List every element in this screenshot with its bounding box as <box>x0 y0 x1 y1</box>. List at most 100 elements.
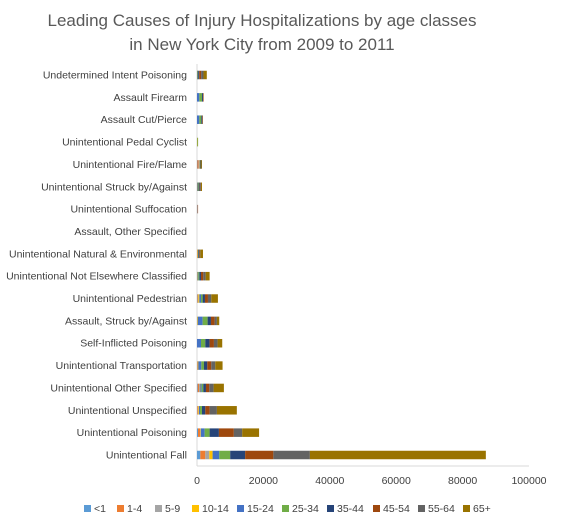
category-labels: Undetermined Intent Poisoning Assault Fir… <box>6 70 187 462</box>
bar-self-inflicted-poisoning-65plus <box>217 338 223 348</box>
bar-unintentional-poisoning-25-34 <box>204 428 210 437</box>
bar-unintentional-other-specified-15-24 <box>200 383 202 393</box>
bar-assault-cut-pierce-25-34 <box>199 115 202 124</box>
bar-unintentional-other-specified-lt1 <box>197 383 198 393</box>
bar-self-inflicted-poisoning-45-54 <box>209 338 214 348</box>
bar-unintentional-poisoning-1-4 <box>197 428 200 437</box>
bar-unintentional-suffocation-lt1 <box>197 204 198 214</box>
bar-unintentional-pedestrian-55-64 <box>207 294 212 303</box>
legend-label-5-9: 5-9 <box>165 503 180 515</box>
bar-assault-struck-by-against-65plus <box>216 316 220 326</box>
bar-undetermined-intent-poisoning-35-44 <box>198 70 200 80</box>
bar-assault-struck-by-against-15-24 <box>197 316 203 326</box>
x-tick-label-20000: 20000 <box>249 475 278 487</box>
bar-unintentional-transportation-45-54 <box>207 361 212 370</box>
category-label-unintentional-unspecified: Unintentional Unspecified <box>68 405 187 417</box>
bar-self-inflicted-poisoning-55-64 <box>213 338 218 348</box>
bar-unintentional-fire-flame-10-14 <box>199 160 200 169</box>
bar-unintentional-fire-flame-65plus <box>201 160 202 169</box>
legend-label-45-54: 45-54 <box>383 503 410 515</box>
legend-swatch-35-44 <box>327 505 334 512</box>
bar-unintentional-unspecified-5-9 <box>197 406 199 415</box>
bar-unintentional-struck-by-against-55-64 <box>200 182 201 192</box>
x-tick-label-100000: 100000 <box>511 475 546 487</box>
bar-unintentional-fall-65plus <box>309 450 486 460</box>
bar-unintentional-fire-flame-25-34 <box>199 160 201 169</box>
bar-assault-struck-by-against-10-14 <box>197 316 198 326</box>
bar-unintentional-fall-25-34 <box>219 450 231 460</box>
bar-unintentional-poisoning-55-64 <box>233 428 243 437</box>
bar-unintentional-fall-1-4 <box>200 450 206 460</box>
bar-unintentional-pedestrian-1-4 <box>197 294 198 303</box>
legend-swatch-1-4 <box>117 505 124 512</box>
bar-unintentional-poisoning-35-44 <box>209 428 219 437</box>
bar-unintentional-struck-by-against-65plus <box>200 182 202 192</box>
bar-unintentional-natural-environmental-55-64 <box>199 249 201 259</box>
bar-assault-struck-by-against-45-54 <box>210 316 215 326</box>
bar-unintentional-pedestrian-25-34 <box>200 294 203 303</box>
category-label-unintentional-natural-environmental: Unintentional Natural & Environmental <box>9 248 187 260</box>
bar-unintentional-not-elsewhere-classified-35-44 <box>199 271 201 281</box>
bar-unintentional-fire-flame-1-4 <box>197 160 199 169</box>
category-label-unintentional-transportation: Unintentional Transportation <box>56 360 187 372</box>
bar-unintentional-poisoning-65plus <box>242 428 260 437</box>
bar-unintentional-pedestrian-35-44 <box>202 294 205 303</box>
bar-unintentional-fall-lt1 <box>197 450 201 460</box>
bars-layer <box>197 70 486 460</box>
bar-unintentional-other-specified-10-14 <box>199 383 201 393</box>
category-label-unintentional-fire-flame: Unintentional Fire/Flame <box>73 159 188 171</box>
bar-unintentional-fall-10-14 <box>209 450 213 460</box>
bar-unintentional-pedal-cyclist-25-34 <box>197 137 199 147</box>
bar-unintentional-poisoning-10-14 <box>200 428 202 437</box>
category-label-assault-struck-by-against: Assault, Struck by/Against <box>65 315 187 327</box>
bar-unintentional-fire-flame-15-24 <box>199 160 201 169</box>
bar-assault-struck-by-against-25-34 <box>202 316 208 326</box>
legend-label-65plus: 65+ <box>473 503 491 515</box>
bar-unintentional-fire-flame-5-9 <box>198 160 200 169</box>
x-tick-label-60000: 60000 <box>382 475 411 487</box>
bar-unintentional-unspecified-10-14 <box>198 406 199 415</box>
bar-unintentional-natural-environmental-10-14 <box>197 249 199 259</box>
bar-unintentional-other-specified-65plus <box>213 383 224 393</box>
x-tick-label-0: 0 <box>194 475 200 487</box>
bar-assault-struck-by-against-55-64 <box>214 316 217 326</box>
bar-unintentional-natural-environmental-65plus <box>200 249 203 259</box>
chart-title-line-2: in New York City from 2009 to 2011 <box>129 35 394 54</box>
bar-undetermined-intent-poisoning-65plus <box>203 70 207 80</box>
bar-self-inflicted-poisoning-35-44 <box>205 338 210 348</box>
bar-unintentional-natural-environmental-25-34 <box>198 249 199 259</box>
bar-unintentional-other-specified-55-64 <box>209 383 214 393</box>
bar-self-inflicted-poisoning-15-24 <box>197 338 201 348</box>
bar-unintentional-struck-by-against-45-54 <box>199 182 201 192</box>
bar-unintentional-unspecified-1-4 <box>197 406 198 415</box>
bar-unintentional-fall-5-9 <box>205 450 210 460</box>
bar-unintentional-unspecified-55-64 <box>209 406 217 415</box>
bar-unintentional-struck-by-against-10-14 <box>197 182 198 192</box>
bar-unintentional-other-specified-25-34 <box>201 383 204 393</box>
bar-unintentional-struck-by-against-15-24 <box>197 182 198 192</box>
bar-unintentional-other-specified-5-9 <box>198 383 200 393</box>
legend-swatch-25-34 <box>282 505 289 512</box>
bar-unintentional-fall-45-54 <box>245 450 274 460</box>
bar-unintentional-natural-environmental-15-24 <box>197 249 199 259</box>
bar-unintentional-unspecified-45-54 <box>205 406 210 415</box>
bar-unintentional-fire-flame-lt1 <box>197 160 198 169</box>
bar-unintentional-pedal-cyclist-10-14 <box>197 137 198 147</box>
legend-label-55-64: 55-64 <box>428 503 455 515</box>
category-label-unintentional-struck-by-against: Unintentional Struck by/Against <box>41 181 187 193</box>
bar-unintentional-not-elsewhere-classified-5-9 <box>197 271 198 281</box>
legend-swatch-55-64 <box>418 505 425 512</box>
bar-unintentional-transportation-10-14 <box>197 361 199 370</box>
bar-assault-firearm-25-34 <box>199 93 202 102</box>
bar-unintentional-fall-35-44 <box>230 450 246 460</box>
legend-swatch-15-24 <box>237 505 244 512</box>
bar-unintentional-pedestrian-5-9 <box>197 294 199 303</box>
category-label-undetermined-intent-poisoning: Undetermined Intent Poisoning <box>43 70 187 82</box>
x-tick-labels: 0 20000 40000 60000 80000 100000 <box>194 475 547 487</box>
bar-unintentional-poisoning-15-24 <box>200 428 205 437</box>
bar-assault-cut-pierce-15-24 <box>197 115 200 124</box>
category-label-unintentional-pedestrian: Unintentional Pedestrian <box>73 293 188 305</box>
bar-unintentional-not-elsewhere-classified-25-34 <box>198 271 200 281</box>
bar-unintentional-transportation-5-9 <box>197 361 198 370</box>
